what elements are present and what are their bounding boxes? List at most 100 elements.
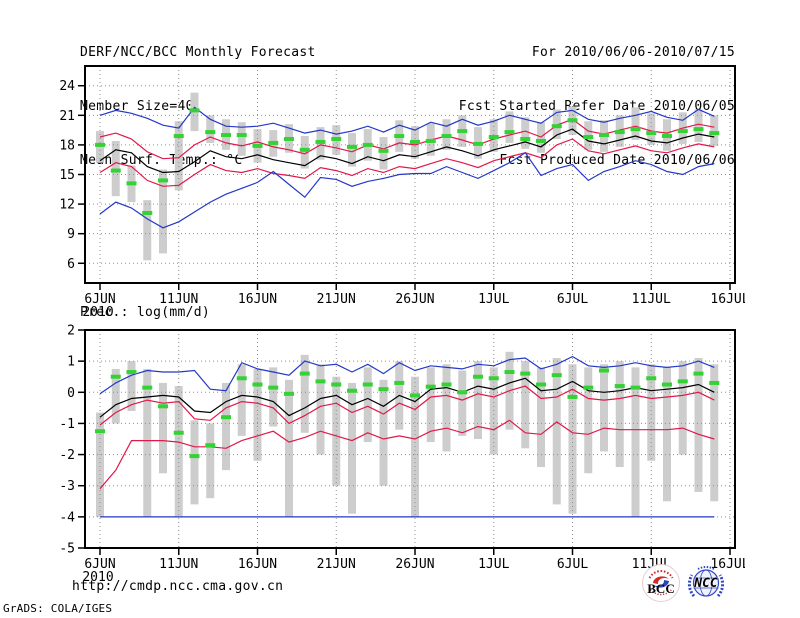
- green-dash: [95, 142, 105, 147]
- member-spread: [568, 364, 577, 514]
- green-dash: [693, 371, 704, 376]
- member-spread: [458, 370, 467, 436]
- member-spread: [442, 364, 451, 452]
- member-spread: [143, 368, 152, 517]
- member-spread: [237, 122, 246, 156]
- member-spread: [663, 367, 671, 502]
- member-spread: [694, 358, 703, 492]
- member-spread: [190, 420, 199, 505]
- member-spread: [710, 364, 719, 502]
- green-dash: [394, 134, 405, 139]
- y-tick-label: 15: [59, 168, 75, 183]
- green-dash: [504, 130, 515, 135]
- grads-credit: GrADS: COLA/IGES: [3, 602, 113, 615]
- member-spread: [521, 117, 530, 149]
- green-dash: [441, 382, 452, 387]
- x-tick-label: 11JUL: [632, 292, 671, 307]
- member-spread: [631, 367, 640, 517]
- y-tick-label: -5: [59, 542, 75, 557]
- member-spread: [474, 361, 482, 439]
- green-dash: [536, 382, 546, 387]
- member-spread: [222, 382, 230, 471]
- green-dash: [299, 371, 310, 376]
- bcc-logo-top-text-arc: [648, 570, 674, 579]
- green-dash: [362, 142, 373, 147]
- plot-border: [84, 329, 736, 549]
- y-tick-label: -4: [59, 510, 75, 525]
- green-dash: [331, 136, 342, 141]
- x-tick-label: 6JUN: [84, 557, 115, 572]
- green-dash: [158, 178, 168, 183]
- x-tick-label: 1JUL: [478, 557, 509, 572]
- green-dash: [315, 139, 326, 144]
- x-tick-label: 26JUN: [395, 557, 434, 572]
- series-blue-upper-envelope: [99, 106, 715, 135]
- green-dash: [567, 394, 578, 399]
- bcc-logo-text: BCC: [647, 581, 674, 596]
- member-spread: [521, 361, 530, 449]
- green-dash: [268, 140, 279, 145]
- member-spread: [316, 364, 325, 455]
- member-spread: [694, 109, 703, 142]
- member-spread: [285, 379, 293, 517]
- green-dash: [599, 133, 609, 138]
- green-dash: [504, 370, 515, 375]
- green-dash: [173, 134, 184, 139]
- green-dash: [614, 384, 625, 389]
- green-dash: [236, 133, 247, 138]
- source-url: http://cmdp.ncc.cma.gov.cn: [72, 579, 284, 594]
- member-spread: [600, 364, 608, 452]
- member-spread: [143, 200, 152, 261]
- green-dash: [378, 148, 389, 153]
- green-dash: [221, 415, 231, 420]
- series-ensemble-mean: [99, 377, 715, 418]
- green-dash: [630, 385, 641, 390]
- y-tick-label: 12: [59, 198, 75, 213]
- green-dash: [583, 135, 594, 140]
- member-spread: [678, 361, 687, 455]
- green-dash: [410, 393, 420, 398]
- green-dash: [473, 374, 483, 379]
- green-dash: [126, 181, 137, 186]
- green-dash: [520, 136, 531, 141]
- report-title: DERF/NCC/BCC Monthly Forecast: [80, 45, 316, 60]
- green-dash: [347, 388, 357, 393]
- member-spread: [647, 113, 656, 145]
- x-tick-label: 21JUN: [317, 292, 356, 307]
- x-tick-label: 16JUN: [238, 292, 277, 307]
- ncc-logo: NCC: [687, 566, 725, 598]
- green-dash: [441, 134, 452, 139]
- x-tick-label: 16JUL: [710, 557, 745, 572]
- member-spread: [363, 367, 372, 443]
- x-tick-label: 16JUN: [238, 557, 277, 572]
- green-dash: [189, 454, 200, 459]
- series-blue-upper-envelope: [99, 355, 715, 395]
- member-spread: [332, 376, 341, 486]
- y-tick-label: 9: [67, 227, 75, 242]
- green-dash: [551, 124, 562, 129]
- member-spread: [206, 115, 215, 143]
- member-spread: [300, 354, 309, 433]
- x-tick-label: 6JUL: [557, 557, 588, 572]
- y-tick-label: -1: [59, 417, 75, 432]
- member-spread: [300, 136, 309, 169]
- green-dash: [110, 168, 121, 173]
- green-dash: [599, 368, 609, 373]
- green-dash: [378, 387, 389, 392]
- green-dash: [284, 136, 294, 141]
- x-axis-year-label: 2010: [82, 305, 113, 320]
- member-spread: [237, 364, 246, 436]
- series-red-lower-band: [99, 419, 715, 490]
- green-dash: [646, 376, 657, 381]
- bcc-logo: BCC: [642, 564, 680, 602]
- green-dash: [646, 131, 657, 136]
- green-dash: [677, 379, 688, 384]
- member-spread: [537, 367, 545, 468]
- x-tick-label: 21JUN: [317, 557, 356, 572]
- green-dash: [677, 129, 688, 134]
- y-tick-label: 1: [67, 355, 75, 370]
- green-dash: [205, 443, 216, 448]
- green-dash: [299, 147, 310, 152]
- y-tick-label: -3: [59, 479, 75, 494]
- green-dash: [252, 143, 263, 148]
